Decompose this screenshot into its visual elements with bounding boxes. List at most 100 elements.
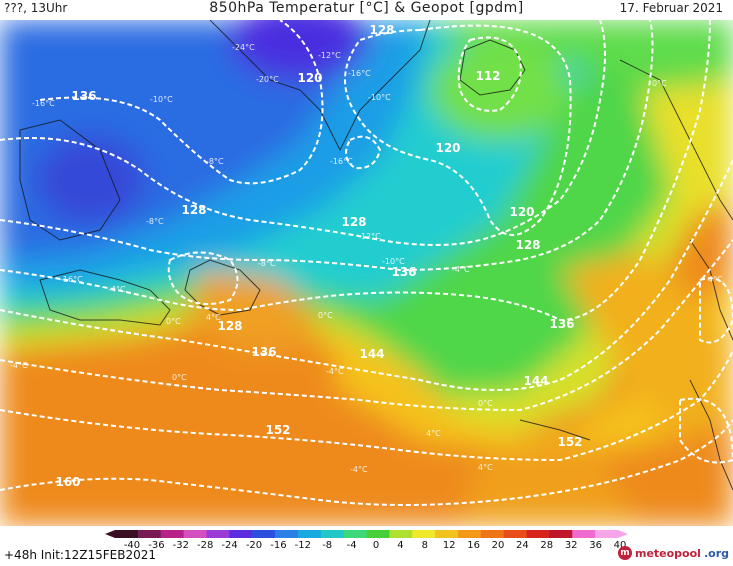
scale-swatch bbox=[595, 530, 619, 538]
chart-title: 850hPa Temperatur [°C] & Geopot [gpdm] bbox=[209, 0, 524, 16]
scale-tick-label: 32 bbox=[564, 540, 578, 551]
isotherm-label: 4°C bbox=[478, 463, 493, 472]
scale-swatch bbox=[435, 530, 459, 538]
scale-swatch bbox=[503, 530, 528, 538]
scale-tick-label: 28 bbox=[540, 540, 554, 551]
scale-swatch bbox=[137, 530, 162, 538]
isoline-label: 128 bbox=[369, 23, 394, 37]
scale-swatch bbox=[549, 530, 573, 538]
weather-map: 112 120 120 120 128 128 128 128 128 136 … bbox=[0, 0, 733, 526]
isotherm-labels: -24°C -20°C -16°C -12°C -16°C -10°C -16°… bbox=[10, 43, 723, 474]
scale-swatch bbox=[320, 530, 345, 538]
isoline-label: 128 bbox=[515, 238, 540, 252]
isoline-label: 136 bbox=[71, 89, 96, 103]
isotherm-label: -20°C bbox=[256, 75, 279, 84]
header-bar: ???, 13Uhr 850hPa Temperatur [°C] & Geop… bbox=[0, 0, 733, 20]
valid-day-label: ???, 13Uhr bbox=[4, 1, 68, 15]
isotherm-label: -10°C bbox=[382, 257, 405, 266]
isoline-label: 128 bbox=[217, 319, 242, 333]
isoline-label: 120 bbox=[435, 141, 460, 155]
scale-tick-label: 4 bbox=[397, 540, 404, 551]
isotherm-label: -16°C bbox=[348, 69, 371, 78]
isotherm-label: -8°C bbox=[146, 217, 164, 226]
isoline-label: 152 bbox=[557, 435, 582, 449]
scale-tick-label: -16 bbox=[270, 540, 287, 551]
isoline-label: 152 bbox=[265, 423, 290, 437]
logo-tld: .org bbox=[703, 546, 729, 560]
scale-swatch bbox=[343, 530, 367, 538]
init-time-label: +48h Init:12Z15FEB2021 bbox=[4, 548, 156, 562]
isoline-labels: 112 120 120 120 128 128 128 128 128 136 … bbox=[55, 23, 582, 489]
isotherm-label: -16°C bbox=[60, 275, 83, 284]
isoline-label: 144 bbox=[523, 374, 548, 388]
map-canvas: 112 120 120 120 128 128 128 128 128 136 … bbox=[0, 0, 733, 526]
isoline-label: 128 bbox=[341, 215, 366, 229]
scale-arrow-right bbox=[618, 530, 628, 538]
isotherm-label: 0°C bbox=[478, 399, 493, 408]
scale-swatch bbox=[389, 530, 413, 538]
scale-tick-label: -4 bbox=[346, 540, 357, 551]
scale-swatch bbox=[206, 530, 230, 538]
isotherm-label: -10°C bbox=[368, 93, 391, 102]
scale-swatch bbox=[457, 530, 482, 538]
scale-tick-label: -12 bbox=[294, 540, 311, 551]
isotherm-label: -16°C bbox=[330, 157, 353, 166]
scale-swatch bbox=[480, 530, 505, 538]
scale-swatch bbox=[252, 530, 276, 538]
scale-swatch bbox=[229, 530, 253, 538]
isotherm-label: -4°C bbox=[350, 465, 368, 474]
scale-tick-label: 8 bbox=[421, 540, 428, 551]
isotherm-label: -12°C bbox=[318, 51, 341, 60]
meteopool-logo: m meteopool .org bbox=[617, 546, 729, 560]
isotherm-label: -4°C bbox=[326, 367, 344, 376]
isoline-label: 144 bbox=[359, 347, 384, 361]
scale-swatch bbox=[366, 530, 390, 538]
isoline-label: 136 bbox=[549, 317, 574, 331]
color-scale-ticks: -40 -36 -32 -28 -24 -20 -16 -12 -8 -4 0 4 8 12 16 20 24 2… bbox=[0, 540, 733, 554]
scale-tick-label: -28 bbox=[197, 540, 214, 551]
scale-swatch bbox=[526, 530, 550, 538]
isotherm-label: 4°C bbox=[426, 429, 441, 438]
scale-tick-label: -32 bbox=[172, 540, 189, 551]
isoline-label: 112 bbox=[475, 69, 500, 83]
isotherm-label: -8°C bbox=[258, 259, 276, 268]
scale-tick-label: -40 bbox=[123, 540, 141, 551]
scale-tick-label: 40 bbox=[613, 540, 627, 551]
isotherm-label: -12°C bbox=[358, 232, 381, 241]
isotherm-label: 0°C bbox=[166, 317, 181, 326]
geopotential-isolines bbox=[0, 19, 733, 506]
valid-date-label: 17. Februar 2021 bbox=[619, 1, 723, 15]
scale-swatch bbox=[412, 530, 436, 538]
isotherm-label: 4°C bbox=[708, 275, 723, 284]
scale-swatch bbox=[572, 530, 596, 538]
isotherm-label: -16°C bbox=[32, 99, 55, 108]
scale-tick-label: -24 bbox=[221, 540, 238, 551]
isotherm-label: -10°C bbox=[150, 95, 173, 104]
isoline-label: 128 bbox=[181, 203, 206, 217]
isoline-label: 160 bbox=[55, 475, 80, 489]
temperature-field bbox=[0, 0, 733, 526]
isotherm-label: -4°C bbox=[10, 361, 28, 370]
scale-tick-label: 12 bbox=[442, 540, 456, 551]
isotherm-label: 0°C bbox=[652, 79, 667, 88]
isotherm-label: -24°C bbox=[232, 43, 255, 52]
scale-tick-label: 0 bbox=[372, 540, 380, 551]
scale-tick-label: -8 bbox=[322, 540, 333, 551]
scale-swatch bbox=[297, 530, 322, 538]
isotherm-label: -4°C bbox=[108, 285, 126, 294]
isotherm-label: -8°C bbox=[206, 157, 224, 166]
scale-arrow-left bbox=[105, 530, 115, 538]
color-scale-bar bbox=[105, 530, 628, 538]
footer-bar: -40 -36 -32 -28 -24 -20 -16 -12 -8 -4 0 4 8 12 16 20 24 2… bbox=[0, 526, 733, 566]
scale-tick-label: 20 bbox=[491, 540, 505, 551]
scale-swatch bbox=[275, 530, 299, 538]
scale-swatch bbox=[183, 530, 207, 538]
isoline-label: 136 bbox=[251, 345, 276, 359]
logo-mark: m bbox=[617, 546, 632, 560]
scale-tick-label: 24 bbox=[516, 540, 529, 551]
scale-tick-label: -36 bbox=[148, 540, 165, 551]
scale-tick-label: 16 bbox=[467, 540, 480, 551]
isoline-label: 120 bbox=[509, 205, 534, 219]
isoline-label: 136 bbox=[391, 265, 416, 279]
scale-swatch bbox=[115, 530, 139, 538]
